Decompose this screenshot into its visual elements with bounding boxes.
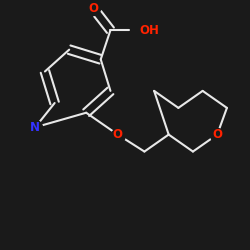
- Text: N: N: [30, 121, 40, 134]
- Text: O: O: [113, 128, 123, 141]
- Text: O: O: [88, 2, 99, 15]
- Text: O: O: [212, 128, 222, 141]
- Text: OH: OH: [140, 24, 160, 37]
